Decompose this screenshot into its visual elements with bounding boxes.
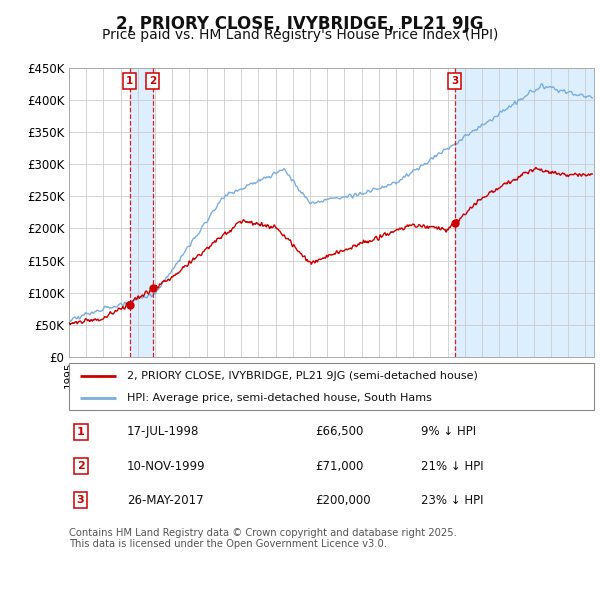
Text: 10-NOV-1999: 10-NOV-1999 <box>127 460 205 473</box>
Text: 23% ↓ HPI: 23% ↓ HPI <box>421 494 483 507</box>
Text: 2, PRIORY CLOSE, IVYBRIDGE, PL21 9JG (semi-detached house): 2, PRIORY CLOSE, IVYBRIDGE, PL21 9JG (se… <box>127 371 478 381</box>
Text: Contains HM Land Registry data © Crown copyright and database right 2025.
This d: Contains HM Land Registry data © Crown c… <box>69 527 457 549</box>
Text: 2: 2 <box>149 76 156 86</box>
Text: 1: 1 <box>127 76 134 86</box>
Bar <box>455 68 594 357</box>
Text: 26-MAY-2017: 26-MAY-2017 <box>127 494 203 507</box>
Text: 1: 1 <box>77 427 85 437</box>
Bar <box>130 68 152 357</box>
Text: £71,000: £71,000 <box>316 460 364 473</box>
Text: 17-JUL-1998: 17-JUL-1998 <box>127 425 199 438</box>
Text: 2: 2 <box>77 461 85 471</box>
Text: 21% ↓ HPI: 21% ↓ HPI <box>421 460 484 473</box>
Text: £66,500: £66,500 <box>316 425 364 438</box>
Text: 3: 3 <box>451 76 458 86</box>
Text: £200,000: £200,000 <box>316 494 371 507</box>
Text: 9% ↓ HPI: 9% ↓ HPI <box>421 425 476 438</box>
Text: Price paid vs. HM Land Registry's House Price Index (HPI): Price paid vs. HM Land Registry's House … <box>102 28 498 42</box>
Text: HPI: Average price, semi-detached house, South Hams: HPI: Average price, semi-detached house,… <box>127 394 431 403</box>
Text: 2, PRIORY CLOSE, IVYBRIDGE, PL21 9JG: 2, PRIORY CLOSE, IVYBRIDGE, PL21 9JG <box>116 15 484 33</box>
Text: 3: 3 <box>77 496 85 505</box>
